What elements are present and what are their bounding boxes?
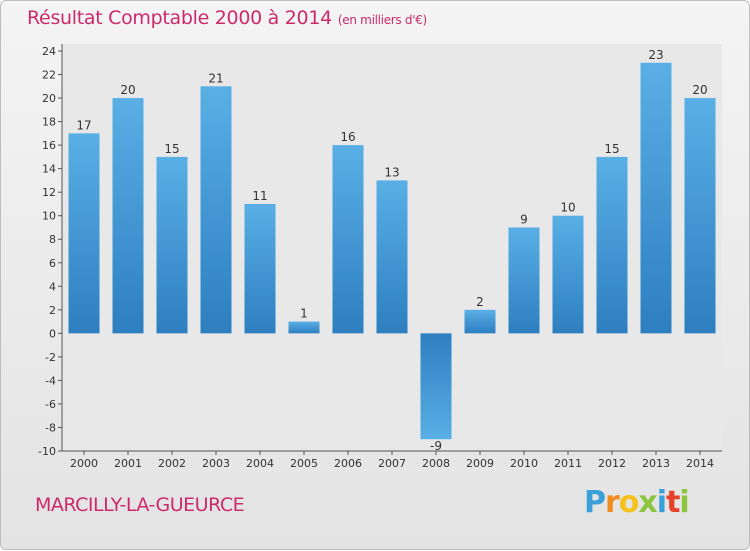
x-tick-label: 2003	[202, 457, 230, 470]
x-tick-label: 2009	[466, 457, 494, 470]
y-tick-label: 2	[49, 304, 56, 317]
bar	[508, 227, 540, 334]
y-tick-label: 12	[42, 186, 56, 199]
y-tick-label: -8	[45, 421, 56, 434]
x-tick-label: 2010	[510, 457, 538, 470]
bar-value-label: 9	[520, 212, 528, 226]
bar	[376, 180, 408, 334]
title-unit: (en milliers d'€)	[337, 13, 427, 27]
commune-name: MARCILLY-LA-GUEURCE	[35, 494, 245, 516]
bar-value-label: 17	[76, 118, 91, 132]
bar	[156, 156, 188, 334]
bar-value-label: 2	[476, 295, 484, 309]
bar-value-label: 20	[692, 83, 707, 97]
y-tick-label: 24	[42, 45, 56, 58]
bar	[464, 309, 496, 334]
x-tick-label: 2012	[598, 457, 626, 470]
proxiti-logo: Proxiti	[584, 485, 690, 520]
bar	[596, 156, 628, 334]
y-tick-label: 14	[42, 163, 56, 176]
bar	[420, 333, 452, 440]
y-tick-label: -6	[45, 398, 56, 411]
y-tick-label: -4	[45, 374, 56, 387]
bar	[112, 98, 144, 334]
bar-value-label: 15	[604, 142, 619, 156]
x-tick-label: 2004	[246, 457, 274, 470]
y-tick-label: 20	[42, 92, 56, 105]
y-tick-label: -2	[45, 351, 56, 364]
y-tick-label: 8	[49, 233, 56, 246]
chart-title: Résultat Comptable 2000 à 2014 (en millie…	[27, 7, 427, 29]
title-text: Résultat Comptable 2000 à 2014	[27, 7, 332, 29]
bar-value-label: 1	[300, 307, 308, 321]
x-tick-label: 2002	[158, 457, 186, 470]
logo-letter: i	[656, 485, 667, 520]
x-tick-label: 2013	[642, 457, 670, 470]
x-tick-label: 2001	[114, 457, 142, 470]
bar	[200, 86, 232, 334]
bar-value-label: 13	[384, 165, 399, 179]
logo-letter: t	[666, 485, 680, 520]
x-tick-label: 2014	[686, 457, 714, 470]
logo-letter: x	[638, 485, 657, 520]
y-tick-label: 16	[42, 139, 56, 152]
bar	[552, 215, 584, 334]
bar	[684, 98, 716, 334]
x-tick-label: 2008	[422, 457, 450, 470]
bar	[288, 321, 320, 334]
logo-letter: r	[605, 485, 620, 520]
bar-value-label: 16	[340, 130, 355, 144]
x-tick-label: 2005	[290, 457, 318, 470]
logo-letter: P	[584, 485, 606, 520]
bar-value-label: 10	[560, 201, 575, 215]
bar-value-label: -9	[430, 439, 442, 453]
y-tick-label: 4	[49, 280, 56, 293]
bar	[332, 145, 364, 334]
y-tick-label: 6	[49, 257, 56, 270]
bar-value-label: 15	[164, 142, 179, 156]
y-tick-label: 10	[42, 210, 56, 223]
bar-value-label: 20	[120, 83, 135, 97]
x-tick-label: 2011	[554, 457, 582, 470]
bar	[68, 133, 100, 334]
bar-value-label: 23	[648, 48, 663, 62]
y-tick-label: 0	[49, 327, 56, 340]
x-tick-label: 2000	[70, 457, 98, 470]
y-tick-label: -10	[38, 445, 56, 458]
bar	[244, 203, 276, 334]
bar-value-label: 11	[252, 189, 267, 203]
logo-letter: i	[679, 485, 689, 520]
bar	[640, 62, 672, 334]
x-tick-label: 2006	[334, 457, 362, 470]
y-tick-label: 18	[42, 116, 56, 129]
y-tick-label: 22	[42, 69, 56, 82]
bar-value-label: 21	[208, 71, 223, 85]
logo-letter: o	[618, 485, 640, 520]
x-tick-label: 2007	[378, 457, 406, 470]
